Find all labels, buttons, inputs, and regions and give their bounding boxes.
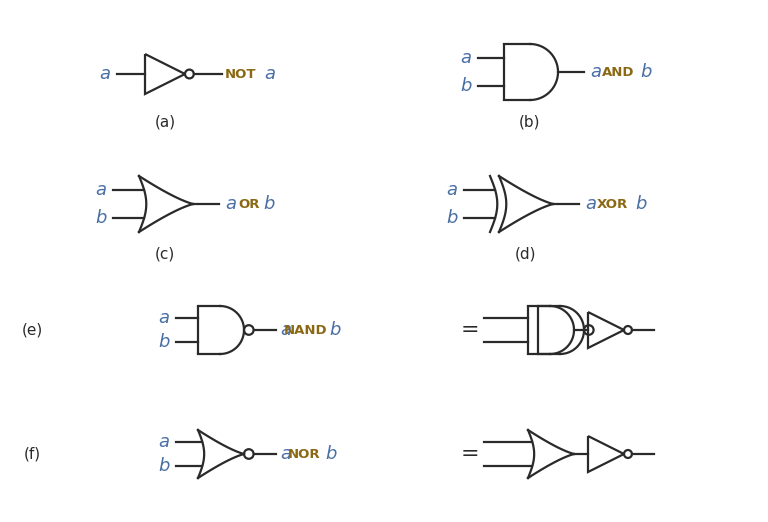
Text: $a$: $a$ [264, 65, 276, 83]
Text: (f): (f) [24, 446, 41, 461]
Text: (a): (a) [154, 114, 176, 129]
Text: NAND: NAND [284, 324, 327, 337]
Text: (e): (e) [22, 323, 43, 338]
Text: $a$: $a$ [280, 321, 292, 339]
Text: AND: AND [602, 65, 634, 78]
Text: $a$: $a$ [446, 181, 458, 199]
Text: $b$: $b$ [326, 445, 338, 463]
Text: $a$: $a$ [99, 65, 111, 83]
Text: $a$: $a$ [280, 445, 292, 463]
Text: $b$: $b$ [329, 321, 342, 339]
Text: =: = [461, 320, 479, 340]
Text: OR: OR [238, 197, 260, 210]
Text: $a$: $a$ [590, 63, 602, 81]
Text: $b$: $b$ [263, 195, 275, 213]
Text: $a$: $a$ [158, 309, 170, 327]
Text: $b$: $b$ [640, 63, 652, 81]
Text: XOR: XOR [597, 197, 627, 210]
Text: $a$: $a$ [460, 49, 472, 67]
Text: (c): (c) [155, 246, 175, 262]
Text: (d): (d) [515, 246, 536, 262]
Text: $b$: $b$ [634, 195, 647, 213]
Text: $a$: $a$ [225, 195, 237, 213]
Text: $b$: $b$ [445, 209, 458, 227]
Text: $a$: $a$ [95, 181, 107, 199]
Text: $b$: $b$ [157, 457, 170, 475]
Text: NOR: NOR [287, 447, 320, 460]
Text: NOT: NOT [224, 67, 256, 80]
Text: =: = [461, 444, 479, 464]
Text: $b$: $b$ [94, 209, 108, 227]
Text: (b): (b) [519, 114, 541, 129]
Text: $b$: $b$ [460, 77, 472, 95]
Text: $a$: $a$ [158, 433, 170, 451]
Text: $b$: $b$ [157, 333, 170, 351]
Text: $a$: $a$ [585, 195, 597, 213]
